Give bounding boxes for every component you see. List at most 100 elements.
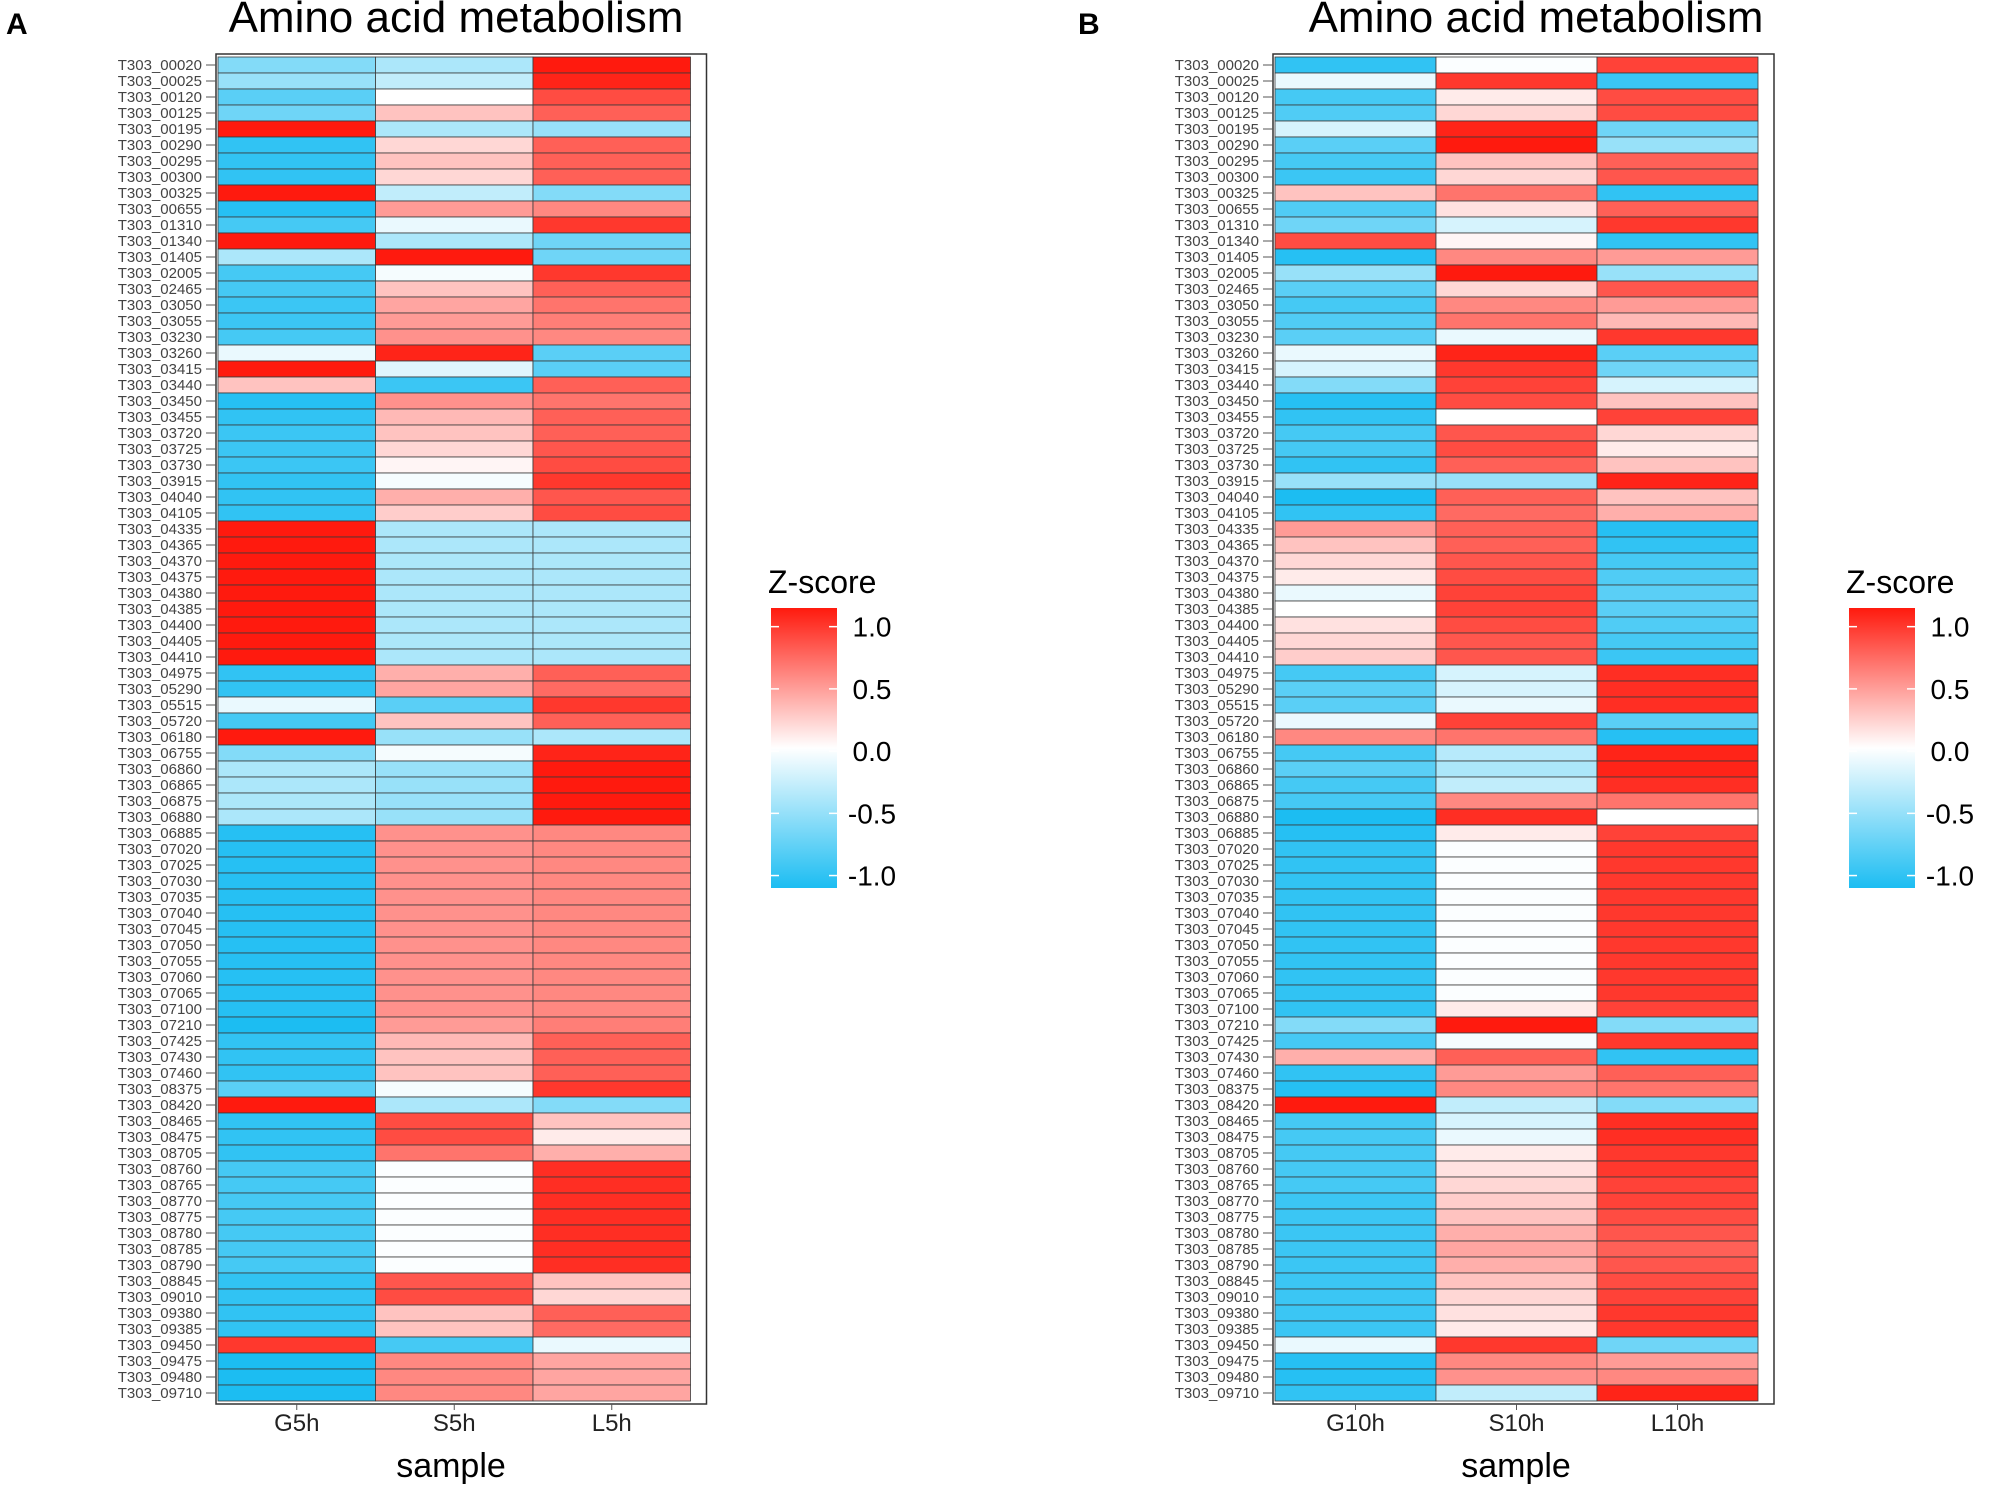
heatmap-cell xyxy=(1596,232,1759,250)
heatmap-cell xyxy=(1596,344,1759,362)
heatmap-cell xyxy=(375,1096,534,1114)
heatmap-cell xyxy=(375,696,534,714)
heatmap-cell xyxy=(1435,1304,1598,1322)
heatmap-cell xyxy=(532,1176,691,1194)
heatmap-cell xyxy=(1435,520,1598,538)
heatmap-cell xyxy=(532,1000,691,1018)
heatmap-cell xyxy=(1435,136,1598,154)
heatmap-cell xyxy=(1274,600,1437,618)
heatmap-cell xyxy=(375,872,534,890)
heatmap-cell xyxy=(375,1192,534,1210)
heatmap-cell xyxy=(217,488,376,506)
heatmap-cell xyxy=(1435,1176,1598,1194)
row-label: T303_06755 xyxy=(1175,745,1259,762)
row-label: T303_00295 xyxy=(118,153,202,170)
heatmap-cell xyxy=(375,808,534,826)
row-label: T303_08760 xyxy=(118,1161,202,1178)
row-label: T303_06880 xyxy=(118,809,202,826)
row-label: T303_04975 xyxy=(1175,665,1259,682)
heatmap-cell xyxy=(1596,424,1759,442)
heatmap-cell xyxy=(1596,936,1759,954)
heatmap-cell xyxy=(375,1304,534,1322)
heatmap-cell xyxy=(1435,360,1598,378)
heatmap-cell xyxy=(532,968,691,986)
row-label: T303_07460 xyxy=(1175,1065,1259,1082)
heatmap-cell xyxy=(532,1208,691,1226)
heatmap-cell xyxy=(532,152,691,170)
heatmap-cell xyxy=(1596,1112,1759,1130)
heatmap-cell xyxy=(1274,616,1437,634)
heatmap-cell xyxy=(1435,744,1598,762)
heatmap-cell xyxy=(375,536,534,554)
heatmap-cell xyxy=(1596,328,1759,346)
row-label: T303_03720 xyxy=(1175,425,1259,442)
heatmap-cell xyxy=(1435,536,1598,554)
row-label: T303_01405 xyxy=(1175,249,1259,266)
heatmap-cell xyxy=(1435,280,1598,298)
heatmap-cell xyxy=(1596,1160,1759,1178)
column-label: L5h xyxy=(592,1410,632,1437)
heatmap-cell xyxy=(532,920,691,938)
heatmap-cell xyxy=(375,216,534,234)
heatmap-cell xyxy=(1435,856,1598,874)
heatmap-cell xyxy=(375,1384,534,1402)
heatmap-cell xyxy=(375,360,534,378)
row-label: T303_08785 xyxy=(1175,1241,1259,1258)
heatmap-cell xyxy=(532,1352,691,1370)
heatmap-cell xyxy=(375,232,534,250)
row-label: T303_00125 xyxy=(118,105,202,122)
heatmap-cell xyxy=(1596,408,1759,426)
heatmap-cell xyxy=(532,1224,691,1242)
heatmap-cell xyxy=(532,760,691,778)
heatmap-cell xyxy=(1596,696,1759,714)
heatmap-cell xyxy=(1596,184,1759,202)
heatmap-cell xyxy=(217,1384,376,1402)
heatmap-cell xyxy=(1274,1048,1437,1066)
legend-tick-label: 1.0 xyxy=(1931,612,1970,643)
heatmap-cell xyxy=(217,1096,376,1114)
heatmap-cell xyxy=(217,760,376,778)
heatmap-cell xyxy=(1274,1352,1437,1370)
row-label: T303_03725 xyxy=(1175,441,1259,458)
heatmap-cell xyxy=(1435,88,1598,106)
heatmap-cell xyxy=(217,376,376,394)
row-label: T303_04370 xyxy=(1175,553,1259,570)
heatmap-cell xyxy=(1274,536,1437,554)
heatmap-cell xyxy=(532,408,691,426)
heatmap-cell xyxy=(1435,184,1598,202)
heatmap-cell xyxy=(1435,376,1598,394)
heatmap-cell xyxy=(1435,56,1598,74)
heatmap-cell xyxy=(375,72,534,90)
heatmap-cell xyxy=(1596,648,1759,666)
row-label: T303_03050 xyxy=(1175,297,1259,314)
heatmap-cell xyxy=(217,328,376,346)
heatmap-cell xyxy=(1596,856,1759,874)
row-label: T303_02465 xyxy=(1175,281,1259,298)
row-label: T303_08790 xyxy=(118,1257,202,1274)
row-label: T303_00025 xyxy=(118,73,202,90)
heatmap-cell xyxy=(532,184,691,202)
heatmap-cell xyxy=(532,808,691,826)
row-label: T303_09380 xyxy=(1175,1305,1259,1322)
heatmap-cell xyxy=(1596,504,1759,522)
row-label: T303_07025 xyxy=(118,857,202,874)
heatmap-cell xyxy=(1435,1288,1598,1306)
legend-tick-label: 0.0 xyxy=(853,736,892,767)
heatmap-cell xyxy=(1435,632,1598,650)
heatmap-cell xyxy=(1274,344,1437,362)
heatmap-cell xyxy=(1274,1176,1437,1194)
heatmap-cell xyxy=(1274,248,1437,266)
heatmap-cell xyxy=(1274,120,1437,138)
heatmap-cell xyxy=(532,840,691,858)
heatmap-cell xyxy=(217,520,376,538)
heatmap-cell xyxy=(217,712,376,730)
heatmap-cell xyxy=(1596,264,1759,282)
heatmap-cell xyxy=(1435,1352,1598,1370)
row-label: T303_03455 xyxy=(1175,409,1259,426)
heatmap-cell xyxy=(532,568,691,586)
heatmap-cell xyxy=(375,1288,534,1306)
row-label: T303_07055 xyxy=(118,953,202,970)
row-label: T303_09010 xyxy=(118,1289,202,1306)
heatmap-cell xyxy=(1435,696,1598,714)
heatmap-cell xyxy=(217,1240,376,1258)
